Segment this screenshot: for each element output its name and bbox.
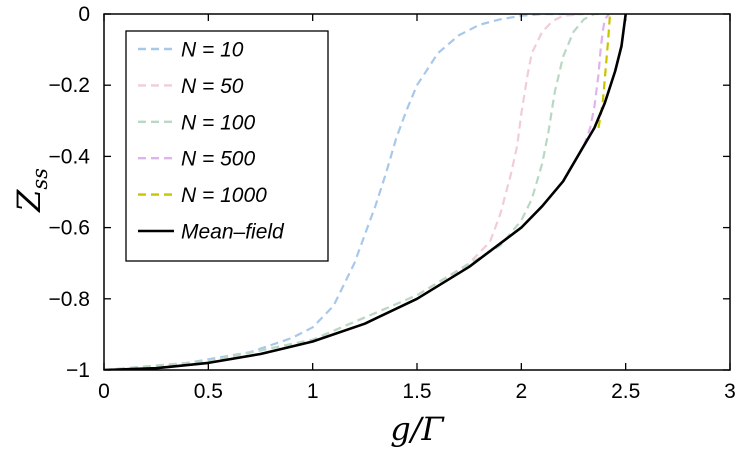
x-tick-label: 2 (515, 380, 527, 403)
y-tick-label: −0.2 (49, 74, 90, 97)
legend: N = 10 N = 50 N = 100 N = 500 N = 1000 Mean–f… (125, 30, 329, 262)
x-tick-label: 3 (724, 380, 736, 403)
legend-label-mean-field: Mean–field (181, 221, 285, 244)
legend-label-n-50: N = 50 (181, 75, 244, 98)
x-axis-title: g/Γ (390, 410, 445, 448)
x-tick-label: 0 (98, 380, 110, 403)
x-tick-label: 1 (307, 380, 319, 403)
x-tick-label: 2.5 (611, 380, 640, 403)
y-tick-label: −0.6 (49, 217, 90, 240)
ticks-layer: 0 0.5 1 1.5 2 2.5 3 0 −0.2 −0.4 −0.6 −0.8 −1 (49, 3, 736, 403)
y-tick-label: 0 (78, 3, 90, 26)
series-line-mean-field (104, 14, 627, 370)
legend-label-n-1000: N = 1000 (181, 184, 267, 207)
legend-label-n-500: N = 500 (181, 148, 255, 171)
x-tick-label: 0.5 (194, 380, 223, 403)
series-line-n-100 (104, 14, 605, 370)
y-tick-label: −0.4 (49, 145, 91, 168)
series-line-n-10 (104, 14, 584, 370)
series-line-n-500 (582, 14, 610, 147)
y-tick-label: −1 (66, 359, 90, 382)
legend-label-n-10: N = 10 (181, 39, 244, 62)
legend-box (125, 30, 329, 262)
y-tick-label: −0.8 (49, 288, 90, 311)
legend-label-n-100: N = 100 (181, 111, 255, 134)
y-axis-title: Zss (10, 168, 52, 213)
x-tick-label: 1.5 (402, 380, 431, 403)
series-layer (104, 14, 627, 370)
